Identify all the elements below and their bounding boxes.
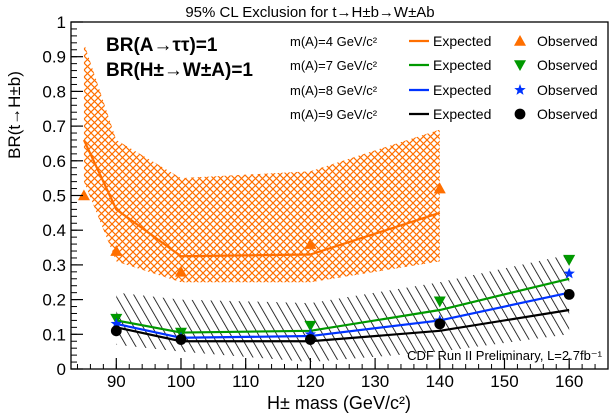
legend-label-m-a-4-gev-c: m(A)=4 GeV/c² — [290, 34, 378, 49]
legend-label-m-a-9-gev-c: m(A)=9 GeV/c² — [290, 107, 378, 122]
x-axis-label: H± mass (GeV/c²) — [267, 393, 411, 413]
x-tick-label: 160 — [555, 372, 583, 391]
markers-layer — [77, 182, 576, 345]
expected-line-m-a-4-gev-c — [82, 139, 441, 258]
y-tick-label: 0.8 — [42, 82, 66, 101]
band-m-a-9-gev-c — [116, 254, 570, 363]
legend-observed-label: Observed — [537, 33, 598, 49]
x-tick-label: 130 — [361, 372, 389, 391]
observed-point-m-a-9-gev-c — [110, 325, 122, 337]
x-tick-label: 90 — [107, 372, 126, 391]
legend-observed-label: Observed — [537, 57, 598, 73]
legend-marker-m-a-7-gev-c — [514, 60, 526, 71]
legend-expected-label: Expected — [433, 33, 491, 49]
y-tick-label: 1 — [57, 13, 66, 32]
x-tick-label: 150 — [490, 372, 518, 391]
x-tick-label: 120 — [296, 372, 324, 391]
observed-point-m-a-9-gev-c — [434, 318, 446, 330]
y-tick-label: 0.4 — [42, 221, 66, 240]
x-tick-label: 100 — [167, 372, 195, 391]
y-tick-label: 0.5 — [42, 187, 66, 206]
legend-expected-label: Expected — [433, 82, 491, 98]
observed-point-m-a-4-gev-c — [304, 238, 317, 249]
observed-point-m-a-7-gev-c — [433, 296, 446, 308]
legend-observed-label: Observed — [537, 106, 598, 122]
observed-point-m-a-4-gev-c — [433, 182, 446, 194]
y-axis-label: BR(t→H±b) — [5, 71, 24, 159]
legend-marker-m-a-8-gev-c — [514, 84, 526, 95]
y-tick-label: 0.7 — [42, 117, 66, 136]
annotation-br-h: BR(H±→W±A)=1 — [106, 60, 253, 81]
observed-point-m-a-8-gev-c — [563, 267, 575, 279]
x-tick-label: 140 — [426, 372, 454, 391]
observed-point-m-a-9-gev-c — [304, 334, 316, 345]
axes-layer: 0 0.1 0.2 0.3 0.4 0.5 0.6 0.7 0.8 0.9 1 90 100 110 120… — [42, 13, 609, 391]
legend: m(A)=4 GeV/c² Expected Observed m(A)=7 GeV/… — [290, 33, 598, 122]
legend-expected-label: Expected — [433, 57, 491, 73]
legend-marker-m-a-4-gev-c — [514, 35, 526, 46]
observed-point-m-a-4-gev-c — [77, 189, 90, 201]
legend-label-m-a-7-gev-c: m(A)=7 GeV/c² — [290, 58, 378, 73]
observed-point-m-a-8-gev-c — [110, 317, 122, 329]
x-tick-label: 110 — [232, 372, 259, 391]
legend-marker-m-a-9-gev-c — [514, 108, 526, 120]
bands-layer — [83, 42, 570, 363]
y-tick-label: 0.1 — [42, 325, 66, 344]
observed-point-m-a-9-gev-c — [175, 334, 187, 345]
observed-point-m-a-9-gev-c — [563, 288, 575, 300]
annotation-preliminary: CDF Run II Preliminary, L=2.7fb⁻¹ — [407, 348, 602, 363]
observed-point-m-a-8-gev-c — [304, 328, 317, 340]
y-tick-label: 0.6 — [42, 152, 66, 171]
legend-expected-label: Expected — [433, 106, 491, 122]
legend-observed-label: Observed — [537, 82, 598, 98]
legend-label-m-a-8-gev-c: m(A)=8 GeV/c² — [290, 83, 378, 98]
y-tick-label: 0.2 — [42, 291, 66, 310]
observed-point-m-a-7-gev-c — [304, 320, 317, 332]
observed-point-m-a-4-gev-c — [174, 265, 187, 277]
y-tick-label: 0.3 — [42, 256, 66, 275]
band-m-a-4-gev-c — [83, 42, 440, 283]
chart-title: 95% CL Exclusion for t→H±b→W±Ab — [185, 4, 434, 21]
observed-point-m-a-4-gev-c — [110, 245, 123, 256]
y-tick-label: 0 — [57, 360, 66, 379]
observed-point-m-a-7-gev-c — [563, 254, 576, 266]
annotation-br-a: BR(A→ττ)=1 — [106, 35, 218, 56]
y-tick-label: 0.9 — [42, 48, 66, 67]
